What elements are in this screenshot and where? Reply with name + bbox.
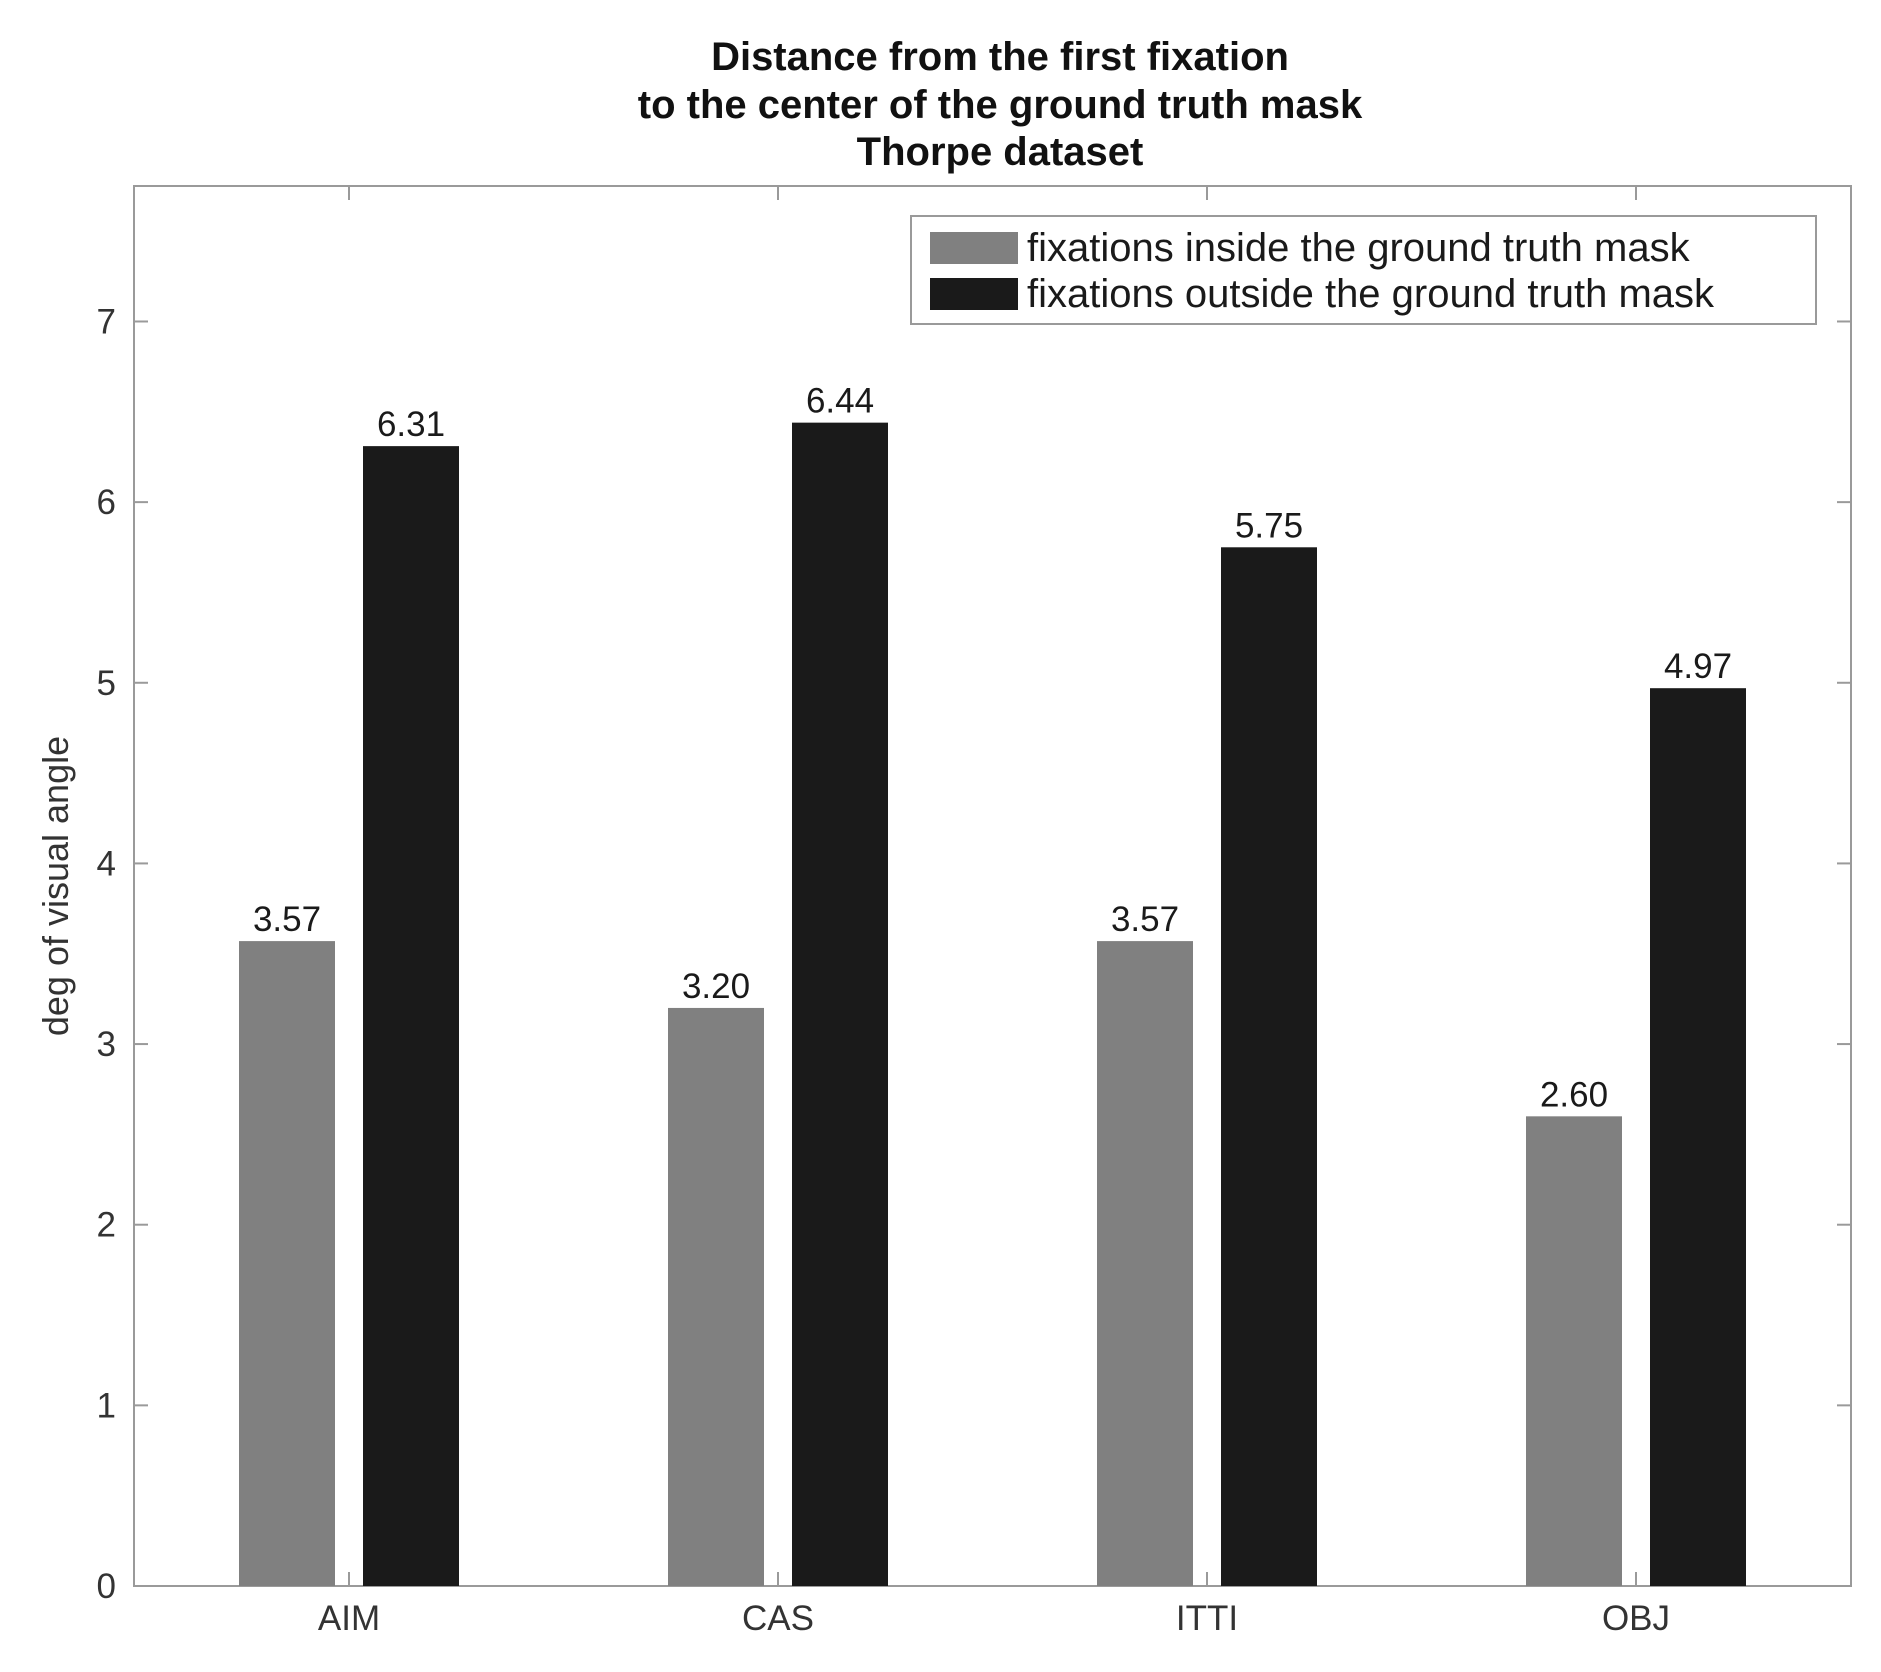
y-tick-label: 7: [97, 302, 116, 341]
x-tick-label: CAS: [742, 1599, 814, 1638]
y-tick-label: 2: [97, 1206, 116, 1245]
data-label: 6.31: [377, 405, 445, 444]
chart-title: Distance from the first fixation to the …: [638, 35, 1363, 174]
bar-outside-aim: [363, 446, 459, 1586]
y-tick-label: 4: [97, 844, 116, 883]
data-label: 6.44: [806, 382, 874, 421]
bar-inside-cas: [668, 1007, 764, 1586]
bar-outside-cas: [792, 422, 888, 1587]
data-label: 3.20: [682, 967, 750, 1006]
legend-label-inside: fixations inside the ground truth mask: [1027, 226, 1691, 270]
y-tick-label: 0: [97, 1567, 116, 1606]
legend-swatch-inside: [930, 232, 1018, 264]
bar-outside-obj: [1650, 688, 1746, 1586]
x-tick-label: OBJ: [1602, 1599, 1670, 1638]
data-label: 2.60: [1540, 1075, 1608, 1114]
y-tick-label: 3: [97, 1025, 116, 1064]
data-label: 3.57: [1111, 900, 1179, 939]
bars: [239, 422, 1746, 1587]
x-axis: AIM CAS ITTI OBJ: [318, 186, 1670, 1638]
data-label: 3.57: [253, 900, 321, 939]
bar-outside-itti: [1221, 547, 1317, 1587]
title-line-3: Thorpe dataset: [857, 130, 1144, 174]
legend-box: [910, 215, 1817, 325]
y-axis-label: deg of visual angle: [35, 736, 76, 1036]
title-line-2: to the center of the ground truth mask: [638, 83, 1363, 127]
data-label: 4.97: [1664, 647, 1732, 686]
legend: fixations inside the ground truth mask f…: [910, 215, 1817, 325]
bar-inside-obj: [1526, 1116, 1622, 1586]
y-axis: 0 1 2 3 4 5 6 7: [97, 302, 1851, 1606]
y-tick-label: 6: [97, 483, 116, 522]
legend-label-outside: fixations outside the ground truth mask: [1027, 272, 1715, 316]
data-labels: 3.57 3.20 3.57 2.60 6.31 6.44 5.75 4.97: [253, 382, 1732, 1115]
legend-swatch-outside: [930, 278, 1018, 310]
data-label: 5.75: [1235, 506, 1303, 545]
y-tick-label: 5: [97, 664, 116, 703]
plot-area: [133, 185, 1852, 1587]
bar-inside-itti: [1097, 941, 1193, 1586]
y-tick-label: 1: [97, 1386, 116, 1425]
x-tick-label: AIM: [318, 1599, 380, 1638]
x-tick-label: ITTI: [1176, 1599, 1238, 1638]
title-line-1: Distance from the first fixation: [711, 35, 1289, 79]
bar-inside-aim: [239, 941, 335, 1586]
